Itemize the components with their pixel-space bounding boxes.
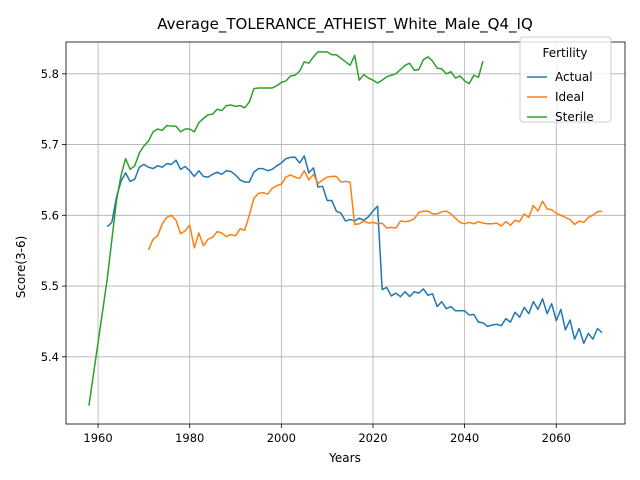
chart-title: Average_TOLERANCE_ATHEIST_White_Male_Q4_… <box>157 15 533 34</box>
legend-label-sterile: Sterile <box>555 110 594 124</box>
legend-label-actual: Actual <box>555 70 593 84</box>
legend: Fertility Actual Ideal Sterile <box>519 36 612 124</box>
y-tick-label: 5.6 <box>41 208 59 222</box>
series-line-sterile <box>88 51 484 406</box>
y-axis-label: Score(3-6) <box>14 236 28 299</box>
legend-label-ideal: Ideal <box>555 90 584 104</box>
x-tick-label: 1980 <box>175 431 204 445</box>
x-tick-label: 2060 <box>542 431 571 445</box>
x-tick-label: 2000 <box>267 431 296 445</box>
y-axis-ticks: 5.4 5.5 5.6 5.7 5.8 <box>41 67 66 364</box>
x-axis-ticks: 1960 1980 2000 2020 2040 2060 <box>83 424 571 445</box>
legend-item-sterile: Sterile <box>527 110 594 124</box>
series-layer <box>88 51 603 406</box>
x-tick-label: 2020 <box>358 431 387 445</box>
series-line-ideal <box>147 170 603 251</box>
legend-box <box>519 36 612 123</box>
y-tick-label: 5.4 <box>41 350 59 364</box>
x-tick-label: 1960 <box>83 431 112 445</box>
y-tick-label: 5.7 <box>41 138 59 152</box>
legend-item-ideal: Ideal <box>527 90 584 104</box>
legend-item-actual: Actual <box>527 70 593 84</box>
x-axis-label: Years <box>328 451 361 465</box>
series-line-actual <box>106 155 603 345</box>
y-tick-label: 5.8 <box>41 67 59 81</box>
legend-items: Actual Ideal Sterile <box>527 70 594 124</box>
y-tick-label: 5.5 <box>41 279 59 293</box>
plot-area-frame <box>65 41 626 425</box>
legend-title: Fertility <box>542 46 587 60</box>
x-tick-label: 2040 <box>450 431 479 445</box>
